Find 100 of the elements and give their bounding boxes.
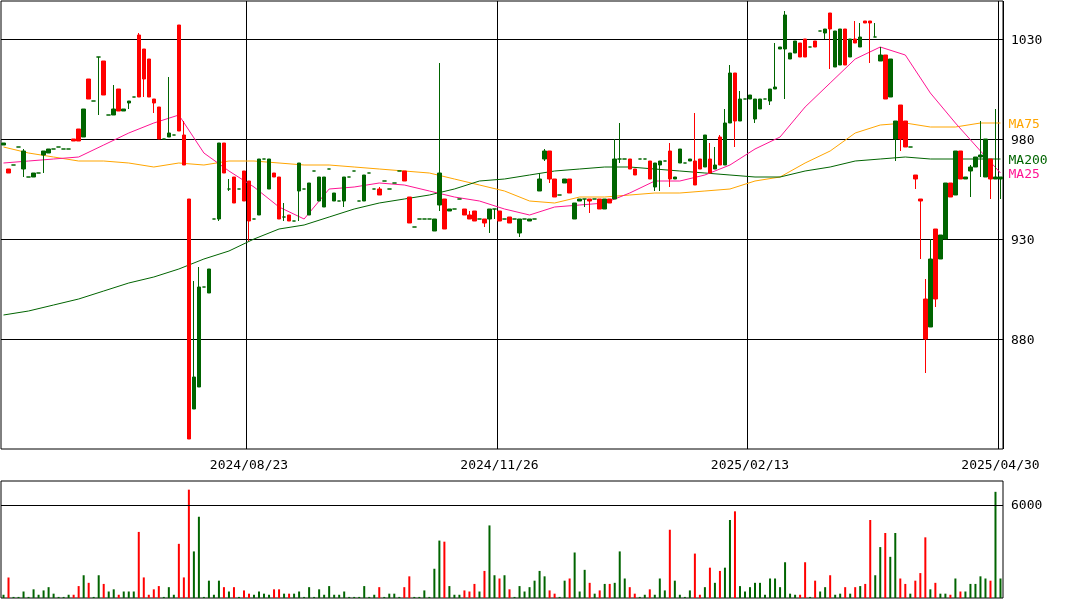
candlestick [21, 148, 26, 178]
bar [478, 591, 481, 598]
bar [854, 587, 857, 598]
candlestick [668, 142, 672, 188]
bar [152, 589, 155, 598]
candlestick [948, 182, 953, 198]
bar [132, 591, 135, 598]
candlestick [928, 238, 933, 328]
line-series [3, 46, 1001, 220]
bar [613, 582, 616, 598]
bar [804, 562, 807, 598]
series-label: MA75 [1008, 115, 1040, 131]
bar [608, 583, 611, 598]
candlestick [738, 90, 742, 122]
bar [859, 586, 862, 598]
bar [97, 575, 100, 598]
bar [187, 489, 190, 598]
candlestick [848, 38, 852, 58]
candlestick [537, 172, 542, 192]
bar [42, 590, 45, 598]
bar [959, 591, 962, 598]
bar [192, 551, 195, 598]
bar [769, 578, 772, 598]
candlestick [587, 198, 592, 214]
bar [583, 569, 586, 598]
bar [197, 516, 200, 598]
bar [904, 583, 907, 598]
candlestick [497, 210, 502, 222]
bar [438, 540, 441, 598]
bar [488, 525, 491, 598]
bar [568, 578, 571, 598]
candlestick [733, 72, 737, 148]
bar [884, 533, 887, 598]
bar [814, 580, 817, 598]
bar [182, 577, 185, 598]
bar [999, 578, 1002, 598]
candlestick [222, 142, 226, 174]
bar [473, 583, 476, 598]
bar [738, 586, 741, 598]
bar [874, 575, 877, 598]
bar [298, 591, 301, 598]
bar [107, 591, 110, 598]
x-tick-label: 2024/08/23 [209, 457, 289, 472]
bar [668, 529, 671, 598]
bar [278, 589, 281, 598]
candlestick [703, 134, 707, 168]
x-tick-label: 2025/04/30 [961, 457, 1040, 472]
bar [924, 537, 927, 598]
x-tick-label: 2025/02/13 [710, 457, 790, 472]
candlestick [482, 218, 487, 228]
candlestick [673, 176, 677, 180]
candlestick [542, 148, 547, 162]
bar [167, 587, 170, 598]
candlestick [918, 198, 923, 260]
candlestick [883, 54, 888, 100]
candlestick [562, 178, 567, 184]
candlestick [402, 170, 407, 182]
line-series [3, 122, 1001, 204]
candlestick [407, 196, 412, 224]
candlestick [377, 186, 382, 196]
candlestick [507, 216, 512, 224]
bar [177, 543, 180, 598]
candlestick [127, 100, 131, 110]
bar [819, 591, 822, 598]
bar [784, 562, 787, 598]
bar [508, 589, 511, 598]
candlestick [297, 162, 301, 222]
bar [77, 586, 80, 598]
bar [623, 578, 626, 598]
bar [493, 575, 496, 598]
bar [563, 580, 566, 598]
bar [658, 578, 661, 598]
y-tick-label: 880 [1011, 331, 1035, 347]
bar [648, 589, 651, 598]
candlestick [207, 268, 211, 294]
bar [483, 570, 486, 598]
candlestick [101, 60, 106, 96]
candlestick [933, 228, 938, 308]
x-tick-label: 2024/11/26 [460, 457, 539, 472]
bar [142, 577, 145, 598]
bar [543, 576, 546, 598]
bar [308, 587, 311, 598]
y-tick-label: 1030 [1011, 31, 1043, 47]
bar [889, 556, 892, 598]
candlestick [718, 134, 722, 166]
candlestick [362, 174, 366, 202]
candlestick [81, 108, 86, 138]
candlestick [232, 176, 236, 204]
bar [363, 586, 366, 598]
candlestick [708, 142, 712, 174]
bar [448, 586, 451, 598]
candlestick [878, 46, 883, 62]
candlestick [688, 158, 692, 162]
bar [693, 553, 696, 598]
bar [673, 580, 676, 598]
bar [408, 576, 411, 598]
bar [974, 583, 977, 598]
bar [533, 580, 536, 598]
bar [137, 531, 140, 598]
bar [217, 580, 220, 598]
